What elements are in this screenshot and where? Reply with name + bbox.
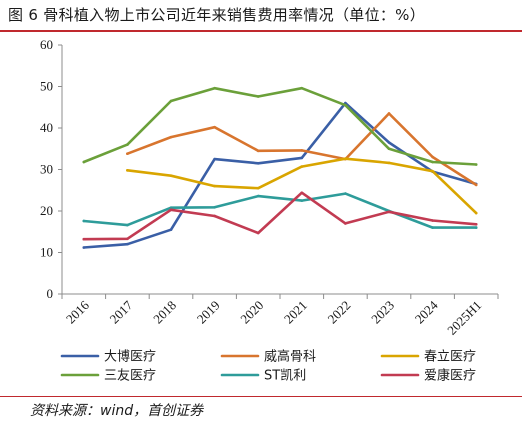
x-tick-label: 2016 — [63, 297, 92, 326]
data-point — [169, 208, 173, 212]
data-point — [431, 160, 434, 164]
y-tick-label: 60 — [40, 37, 53, 52]
data-point — [169, 99, 173, 103]
data-point — [256, 149, 260, 153]
series-line — [82, 101, 478, 249]
data-point — [300, 199, 304, 202]
data-point — [256, 95, 260, 98]
data-point — [126, 223, 129, 227]
data-point — [300, 149, 304, 152]
x-tick-label: 2020 — [237, 298, 266, 327]
data-point — [474, 183, 478, 187]
data-point — [126, 143, 129, 146]
legend-label: 威高骨科 — [264, 349, 316, 365]
y-tick-label: 20 — [40, 203, 53, 218]
y-tick-label: 30 — [40, 162, 53, 177]
data-point — [169, 135, 173, 139]
data-point — [474, 222, 478, 226]
data-point — [474, 226, 478, 229]
series-line — [82, 192, 478, 229]
data-point — [126, 169, 129, 172]
chart-title: 图 6 骨科植入物上市公司近年来销售费用率情况（单位：%） — [8, 6, 426, 24]
legend-label: 春立医疗 — [424, 350, 476, 365]
y-tick-label: 40 — [40, 120, 53, 135]
chart-axes: 0 10 20 30 40 50 60 2016 2017 2018 2019 2020 2021 202… — [40, 37, 499, 338]
data-point — [300, 156, 304, 160]
data-point — [213, 184, 216, 188]
y-tick-label: 50 — [40, 79, 53, 94]
data-point — [474, 211, 478, 215]
data-point — [213, 157, 216, 161]
data-point — [387, 112, 391, 115]
data-point — [126, 152, 129, 156]
data-point — [213, 205, 216, 209]
data-point — [126, 237, 129, 241]
data-point — [169, 206, 173, 209]
data-point — [213, 86, 216, 90]
x-tick-label: 2025H1 — [444, 298, 484, 338]
data-point — [256, 194, 260, 198]
series-line — [82, 191, 478, 241]
data-point — [256, 161, 260, 165]
legend-label: 爱康医疗 — [424, 368, 476, 384]
x-tick-label: 2024 — [412, 297, 441, 326]
data-point — [82, 160, 86, 164]
data-point — [82, 246, 86, 249]
data-point — [256, 231, 260, 235]
data-point — [213, 125, 216, 129]
data-point — [431, 226, 434, 229]
x-tick-label: 2022 — [325, 298, 354, 327]
data-point — [344, 222, 347, 225]
data-point — [300, 191, 304, 195]
data-point — [82, 237, 86, 241]
y-tick-label: 10 — [40, 245, 53, 260]
title-divider — [0, 30, 522, 32]
data-point — [431, 169, 434, 173]
data-point — [431, 219, 434, 222]
x-tick-label: 2018 — [150, 298, 179, 327]
data-point — [387, 161, 391, 165]
data-point — [213, 214, 216, 218]
data-point — [256, 186, 260, 190]
legend-label: 大博医疗 — [104, 350, 156, 365]
data-point — [431, 155, 434, 159]
data-point — [344, 192, 347, 195]
series-line — [82, 86, 478, 166]
data-point — [169, 228, 173, 231]
data-point — [474, 163, 478, 166]
x-tick-label: 2017 — [107, 297, 136, 326]
data-point — [387, 210, 391, 214]
chart-series — [82, 86, 478, 249]
data-point — [387, 147, 391, 151]
data-point — [387, 141, 391, 144]
data-point — [300, 86, 304, 90]
source-note: 资料来源：wind，首创证券 — [30, 403, 204, 419]
legend-label: 三友医疗 — [104, 368, 156, 384]
x-tick-label: 2021 — [281, 298, 310, 327]
y-tick-label: 0 — [47, 286, 54, 301]
data-point — [82, 219, 86, 223]
data-point — [169, 174, 173, 178]
data-point — [300, 165, 304, 168]
data-point — [344, 103, 347, 107]
x-tick-label: 2019 — [194, 298, 223, 327]
x-tick-label: 2023 — [368, 298, 397, 327]
source-divider — [0, 396, 522, 397]
data-point — [126, 242, 129, 246]
data-point — [344, 157, 347, 161]
legend-label: ST凯利 — [264, 369, 306, 384]
